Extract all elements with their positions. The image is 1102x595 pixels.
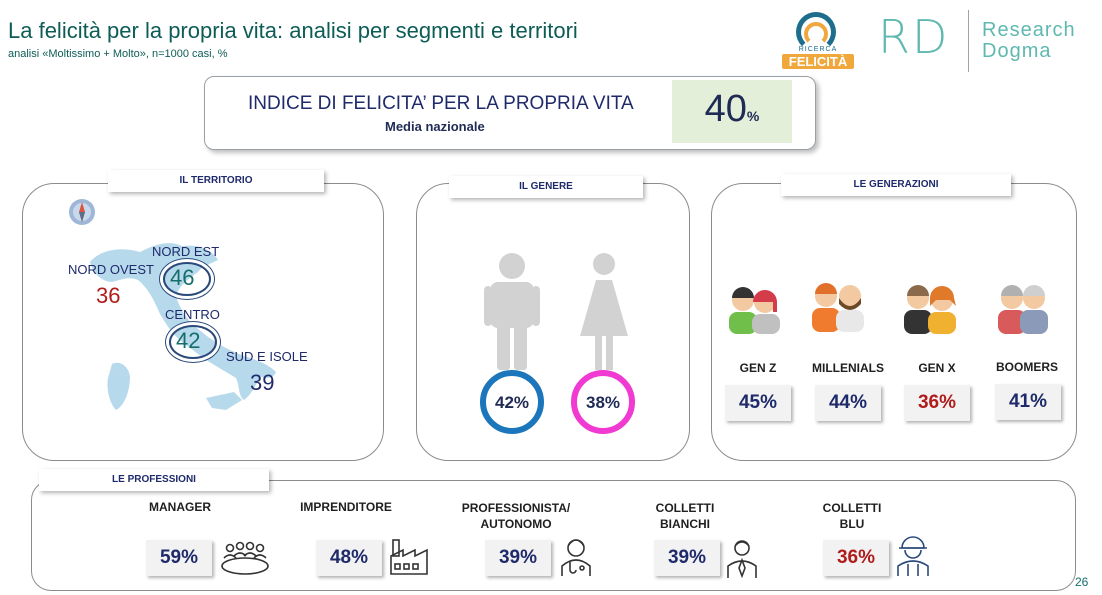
nord-ovest-label: NORD OVEST <box>68 262 154 277</box>
male-figure-icon <box>484 250 540 370</box>
index-unit: % <box>746 108 760 124</box>
logo-big-text: FELICITÀ <box>782 54 854 69</box>
manager-value: 59% <box>146 540 212 576</box>
colletti-blu-value: 36% <box>823 540 889 576</box>
logo-divider <box>968 10 969 72</box>
centro-label: CENTRO <box>165 307 220 322</box>
nord-ovest-value: 36 <box>96 283 121 308</box>
territory-panel <box>22 183 384 461</box>
gen-x-value: 36% <box>904 385 970 421</box>
page-subtitle: analisi «Moltissimo + Molto», n=1000 cas… <box>8 48 228 60</box>
territory-tab: IL TERRITORIO <box>108 170 324 192</box>
logo-ring-icon <box>796 12 836 52</box>
doctor-icon <box>558 536 594 581</box>
professions-tab: LE PROFESSIONI <box>39 469 269 491</box>
professionista-value: 39% <box>485 540 551 576</box>
boomers-label: BOOMERS <box>995 360 1058 374</box>
logo-small-text: RICERCA <box>798 46 838 53</box>
generations-tab: LE GENERAZIONI <box>781 174 1011 196</box>
imprenditore-value: 48% <box>316 540 382 576</box>
gen-z-avatar-icon <box>725 280 783 339</box>
sud-isole-label: SUD E ISOLE <box>226 349 308 364</box>
dogma-text: Dogma <box>982 40 1052 62</box>
gen-z-label: GEN Z <box>739 361 777 375</box>
female-percentage: 38% <box>571 370 635 434</box>
gender-panel <box>416 183 690 461</box>
index-title: INDICE DI FELICITA’ PER LA PROPRIA VITA <box>248 93 634 114</box>
italy-map <box>90 243 276 410</box>
index-number: 40 <box>704 88 747 130</box>
logo-ring-inner-icon <box>804 22 828 46</box>
research-text: Research <box>982 19 1076 41</box>
nord-est-value: 46 <box>170 265 195 290</box>
centro-highlight <box>169 325 217 359</box>
worker-helmet-icon <box>896 536 930 581</box>
gen-z-value: 45% <box>725 385 791 421</box>
manager-label: MANAGER <box>149 500 211 514</box>
colletti-bianchi-label: COLLETTI BIANCHI <box>655 501 715 531</box>
gen-x-avatar-icon <box>900 278 962 339</box>
index-subtitle: Media nazionale <box>385 119 485 134</box>
male-percentage: 42% <box>480 370 544 434</box>
centro-value: 42 <box>176 328 201 353</box>
page-title: La felicità per la propria vita: analisi… <box>8 18 578 43</box>
nord-est-highlight <box>163 262 211 296</box>
professionista-label: PROFESSIONISTA/ AUTONOMO <box>461 501 571 531</box>
nord-est-label: NORD EST <box>152 244 220 259</box>
millenials-avatar-icon <box>808 274 868 337</box>
office-worker-icon <box>726 538 758 583</box>
sud-isole-value: 39 <box>250 370 275 395</box>
meeting-table-icon <box>220 540 270 581</box>
gen-x-label: GEN X <box>918 361 956 375</box>
page-number: 26 <box>1075 575 1089 589</box>
factory-icon <box>389 538 431 581</box>
compass-icon <box>68 196 96 234</box>
boomers-value: 41% <box>995 384 1061 420</box>
index-value: 40% <box>672 88 792 131</box>
ricerca-felicita-logo: RICERCA FELICITÀ <box>782 12 854 70</box>
imprenditore-label: IMPRENDITORE <box>300 500 392 514</box>
research-dogma-logo: Research Dogma <box>982 20 1076 62</box>
boomers-avatar-icon <box>996 276 1052 339</box>
millenials-value: 44% <box>815 385 881 421</box>
female-figure-icon <box>578 250 630 370</box>
rd-logo: RD <box>878 10 950 64</box>
millenials-label: MILLENIALS <box>812 361 884 375</box>
gender-tab: IL GENERE <box>449 176 643 198</box>
colletti-bianchi-value: 39% <box>654 540 720 576</box>
colletti-blu-label: COLLETTI BLU <box>822 501 882 531</box>
index-value-background <box>672 80 792 143</box>
